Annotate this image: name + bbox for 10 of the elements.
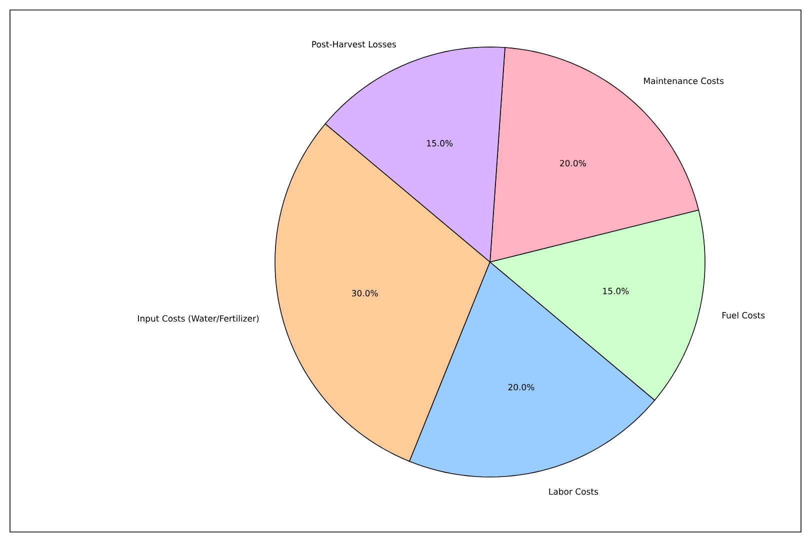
data-label: 20.0% bbox=[508, 384, 534, 390]
data-label: 15.0% bbox=[603, 288, 629, 294]
data-label: 15.0% bbox=[427, 140, 453, 146]
data-label: 20.0% bbox=[560, 160, 586, 166]
slice-label: Post-Harvest Losses bbox=[312, 41, 396, 48]
data-label: 30.0% bbox=[352, 290, 378, 296]
slice-label: Labor Costs bbox=[549, 488, 598, 495]
slice-label: Fuel Costs bbox=[722, 312, 765, 318]
slice-label: Maintenance Costs bbox=[644, 78, 724, 84]
slice-label: Input Costs (Water/Fertilizer) bbox=[138, 315, 259, 324]
